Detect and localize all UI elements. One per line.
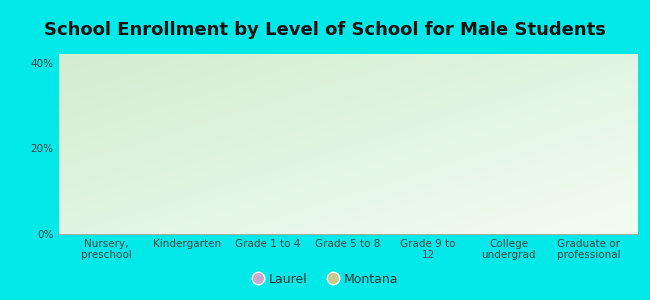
Bar	[267, 140, 296, 234]
Bar	[320, 93, 348, 234]
Bar	[239, 123, 267, 234]
Text: City-Data.com: City-Data.com	[556, 59, 625, 69]
Bar	[400, 174, 428, 234]
Bar	[187, 204, 215, 234]
Bar	[589, 213, 617, 234]
Bar	[159, 221, 187, 234]
Bar	[107, 204, 135, 234]
Bar	[428, 127, 456, 234]
Bar	[348, 127, 376, 234]
Bar	[79, 178, 107, 234]
Bar	[561, 225, 589, 234]
Text: School Enrollment by Level of School for Male Students: School Enrollment by Level of School for…	[44, 21, 606, 39]
Bar	[508, 165, 536, 234]
Bar	[480, 187, 508, 234]
Legend: Laurel, Montana: Laurel, Montana	[246, 268, 404, 291]
